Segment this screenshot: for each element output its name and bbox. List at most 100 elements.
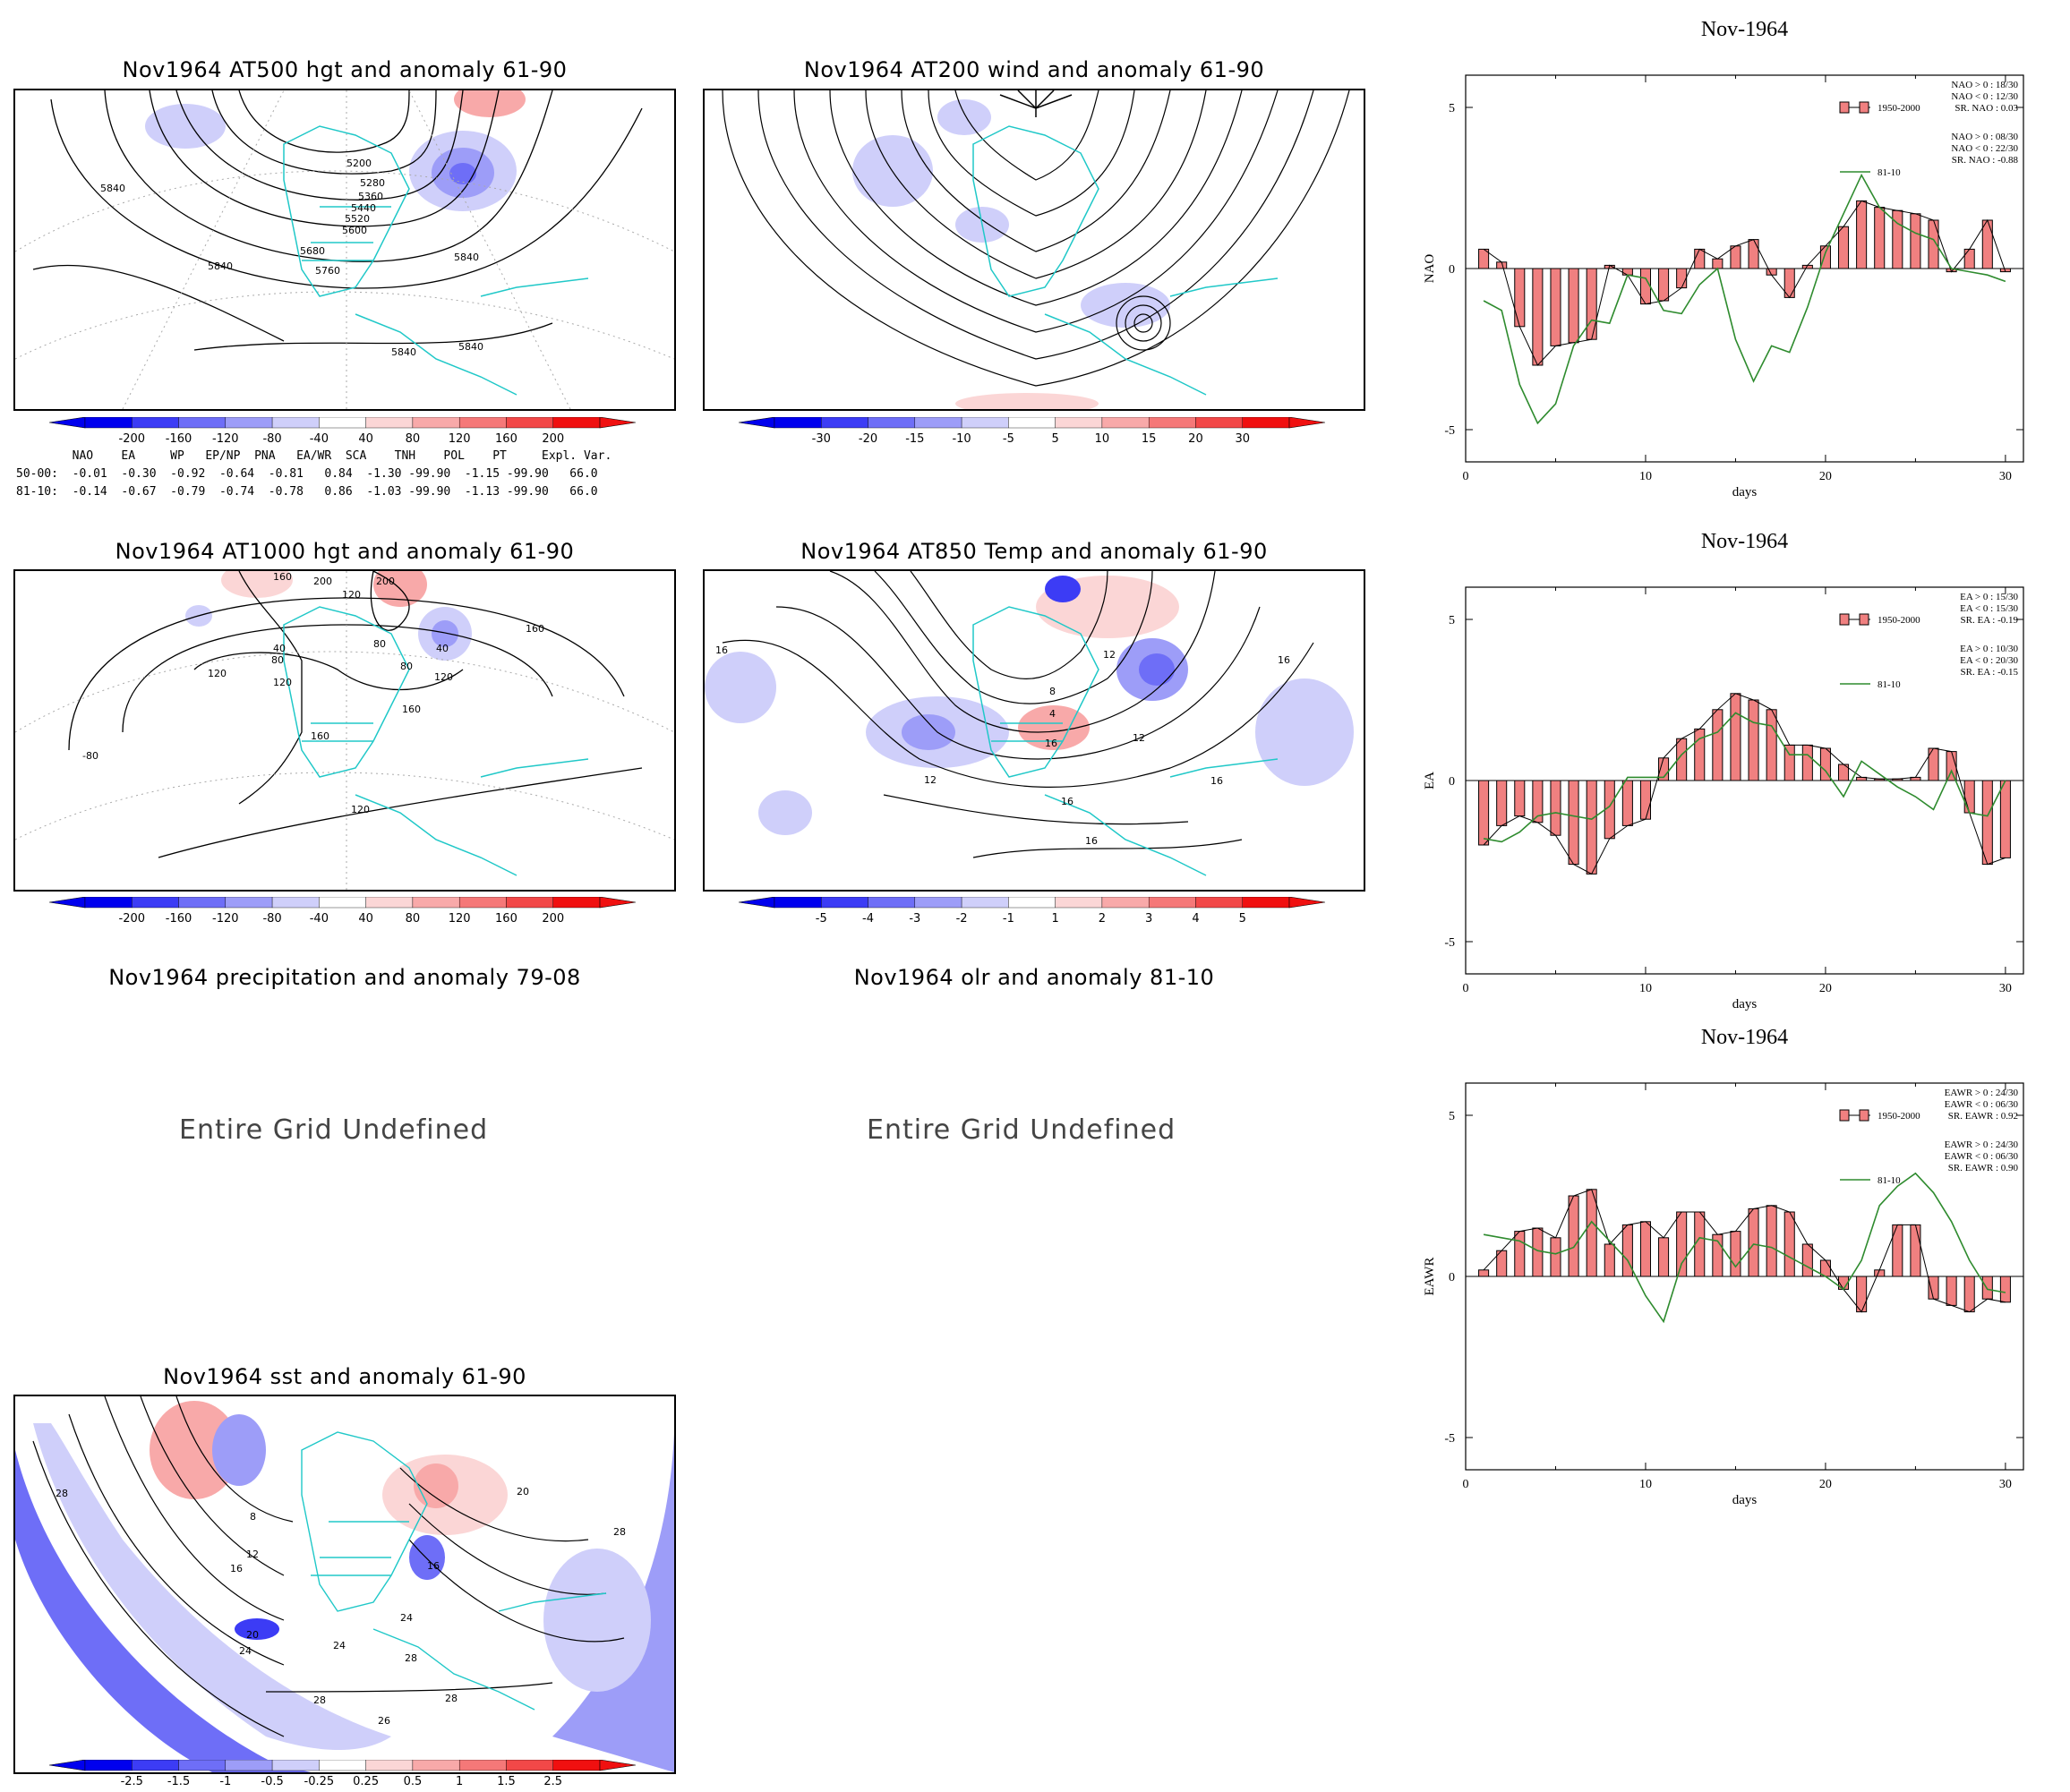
map-title-at850: Nov1964 AT850 Temp and anomaly 61-90 — [800, 539, 1268, 564]
colorbar-swatch — [458, 416, 507, 429]
bar — [1478, 1269, 1490, 1277]
bar — [1748, 699, 1759, 781]
x-tick-label: 0 — [1463, 1478, 1469, 1491]
contour-label: 16 — [427, 1560, 440, 1572]
colorbar-swatch — [1148, 416, 1196, 429]
y-tick-label: -5 — [1444, 1432, 1455, 1446]
colorbar-arrow-right — [599, 1759, 637, 1771]
colorbar-tick-label: -0.5 — [261, 1775, 283, 1788]
colorbar-tick-label: -80 — [262, 912, 281, 926]
contour-label: 5760 — [315, 265, 340, 277]
stat-line-1950-2000: SR. NAO : 0.03 — [1955, 103, 2018, 114]
index-table-header: NAO EA WP EP/NP PNA EA/WR SCA TNH POL PT… — [16, 449, 612, 463]
colorbar-tick-label: 200 — [542, 912, 564, 926]
bar — [1856, 1276, 1868, 1313]
bar-outline-line — [1483, 200, 2006, 366]
colorbar-tick-label: -20 — [859, 432, 877, 446]
contour-label: 200 — [313, 576, 332, 587]
colorbar-swatch — [132, 896, 179, 909]
colorbar-svg: -30 -20 -15 -10 -5 5 10 15 20 30 — [738, 416, 1326, 446]
contour-label: 80 — [373, 638, 386, 650]
stat-line-81-10: SR. EAWR : 0.90 — [1948, 1163, 2019, 1173]
colorbar-swatch — [412, 416, 460, 429]
colorbar-tick-label: 40 — [358, 912, 373, 926]
x-tick-label: 0 — [1463, 470, 1469, 483]
bar — [1892, 209, 1903, 269]
series-line-81-10 — [1483, 173, 2006, 425]
contour-label: 5680 — [300, 245, 325, 257]
colorbar-tick-label: 15 — [1142, 432, 1157, 446]
contour-label: 120 — [273, 677, 292, 688]
colorbar-swatch — [506, 1759, 553, 1771]
colorbar-tick-label: 1 — [456, 1775, 463, 1788]
y-tick-label: 5 — [1449, 1110, 1455, 1123]
map-title-precip: Nov1964 precipitation and anomaly 79-08 — [108, 965, 581, 990]
y-axis-label: EA — [1423, 772, 1437, 789]
y-tick-label: 5 — [1449, 614, 1455, 627]
contour-label: 12 — [924, 774, 937, 786]
stat-line-1950-2000: SR. EAWR : 0.92 — [1948, 1111, 2018, 1122]
contour-label: 16 — [715, 644, 728, 656]
colorbar-swatch — [1101, 416, 1150, 429]
ts-chart-svg: -5 0 5 0 10 20 30 days EAWR 1950-2000 81-10 EAWR > … — [1423, 1082, 2024, 1507]
colorbar-tick-label: 160 — [495, 432, 518, 446]
colorbar-tick-label: 2 — [1099, 912, 1106, 926]
colorbar-tick-label: 200 — [542, 432, 564, 446]
map-at850: 16 12 8 4 12 12 16 16 16 16 16 — [703, 569, 1365, 892]
colorbar-arrow-right — [1288, 416, 1326, 429]
contour-label: 8 — [1049, 686, 1056, 697]
contour-label: 4 — [1049, 708, 1056, 720]
colorbar-tick-label: -10 — [952, 432, 971, 446]
colorbar-swatch — [225, 416, 273, 429]
bar — [1676, 1211, 1688, 1277]
y-axis-label: EAWR — [1423, 1258, 1437, 1296]
colorbar-swatch — [552, 416, 601, 429]
legend-bar-swatch — [1839, 613, 1850, 626]
colorbar-swatch — [821, 896, 868, 909]
colorbar-tick-label: -40 — [310, 912, 329, 926]
y-tick-label: 0 — [1449, 1271, 1455, 1284]
colorbar-tick-label: 40 — [358, 432, 373, 446]
ts-chart-title: Nov-1964 — [1700, 1026, 1789, 1049]
colorbar-swatch — [552, 896, 601, 909]
colorbar-tick-label: 0.5 — [404, 1775, 423, 1788]
colorbar-swatch — [506, 416, 553, 429]
contour-label: 28 — [613, 1526, 626, 1538]
contour-label: 28 — [313, 1694, 326, 1706]
bar — [1910, 1224, 1921, 1277]
y-tick-label: -5 — [1444, 424, 1455, 438]
contour-label: 40 — [436, 643, 449, 654]
ts-chart-nao: Nov-1964 -5 0 5 0 10 20 30 days NAO 1950-2000 81-10… — [1415, 18, 2041, 501]
series-line-81-10 — [1483, 712, 2006, 843]
colorbar-tick-label: -4 — [862, 912, 874, 926]
colorbar-tick-label: 120 — [449, 432, 471, 446]
colorbar-tick-label: -2 — [956, 912, 968, 926]
contour-label: -80 — [82, 750, 98, 762]
bar — [1639, 780, 1651, 820]
legend-bar-label: 1950-2000 — [1878, 615, 1920, 626]
colorbar-tick-label: -2.5 — [121, 1775, 143, 1788]
contour-label: 5200 — [346, 158, 372, 169]
colorbar-tick-label: 20 — [1188, 432, 1203, 446]
bar — [1694, 248, 1706, 269]
colorbar-swatch — [84, 1759, 133, 1771]
colorbar-at1000: -200 -160 -120 -80 -40 40 80 120 160 200 — [48, 896, 637, 926]
contour-label: 160 — [273, 571, 292, 583]
legend-bar-swatch — [1859, 1109, 1869, 1122]
bar — [1712, 709, 1724, 781]
colorbar-tick-label: 5 — [1239, 912, 1246, 926]
colorbar-tick-label: 0.25 — [353, 1775, 379, 1788]
map-sst: 28 8 12 16 20 24 16 20 24 24 28 28 26 28… — [13, 1395, 676, 1774]
contour-label: 80 — [271, 654, 284, 666]
stat-line-1950-2000: EA > 0 : 15/30 — [1960, 592, 2018, 602]
bar — [1730, 1231, 1741, 1277]
bar — [1766, 1205, 1777, 1277]
stat-line-81-10: SR. EA : -0.15 — [1961, 667, 2019, 678]
map-sst-field: 28 8 12 16 20 24 16 20 24 24 28 28 26 28… — [15, 1396, 674, 1772]
colorbar-swatch — [132, 416, 179, 429]
colorbar-swatch — [458, 1759, 507, 1771]
bar — [1748, 239, 1759, 269]
colorbar-swatch — [271, 896, 320, 909]
y-tick-label: 5 — [1449, 102, 1455, 115]
ts-chart-title: Nov-1964 — [1700, 18, 1789, 41]
